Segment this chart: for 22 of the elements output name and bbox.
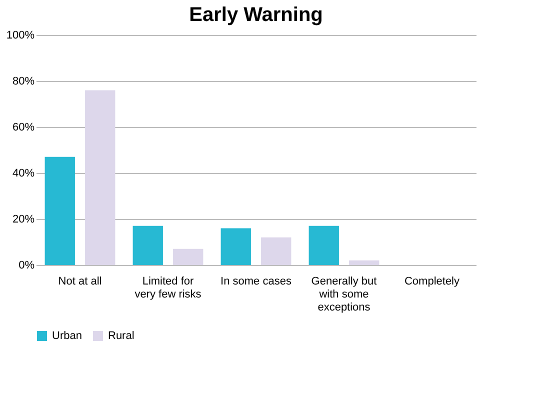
x-tick-label: In some cases [220,276,292,288]
bar [261,237,292,265]
x-tick-label: Limited for very few risks [134,276,202,300]
bar [85,90,116,265]
bar [349,260,380,265]
bar [308,226,339,265]
bar [132,226,163,265]
y-tick-label: 60% [12,122,35,134]
legend-label: Rural [108,330,134,342]
x-tick-label: Generally but with some exceptions [311,276,377,314]
y-tick-label: 40% [12,168,35,180]
x-tick-label: Completely [404,276,460,288]
y-tick-label: 80% [12,76,35,88]
y-tick-label: 100% [6,30,35,42]
bar [173,248,204,265]
y-tick-label: 20% [12,214,35,226]
y-tick-label: 0% [18,260,35,272]
chart-title: Early Warning [189,4,323,26]
legend-label: Urban [52,330,82,342]
x-tick-label: Not at all [58,276,102,288]
bar [220,228,251,265]
bar [44,156,75,265]
